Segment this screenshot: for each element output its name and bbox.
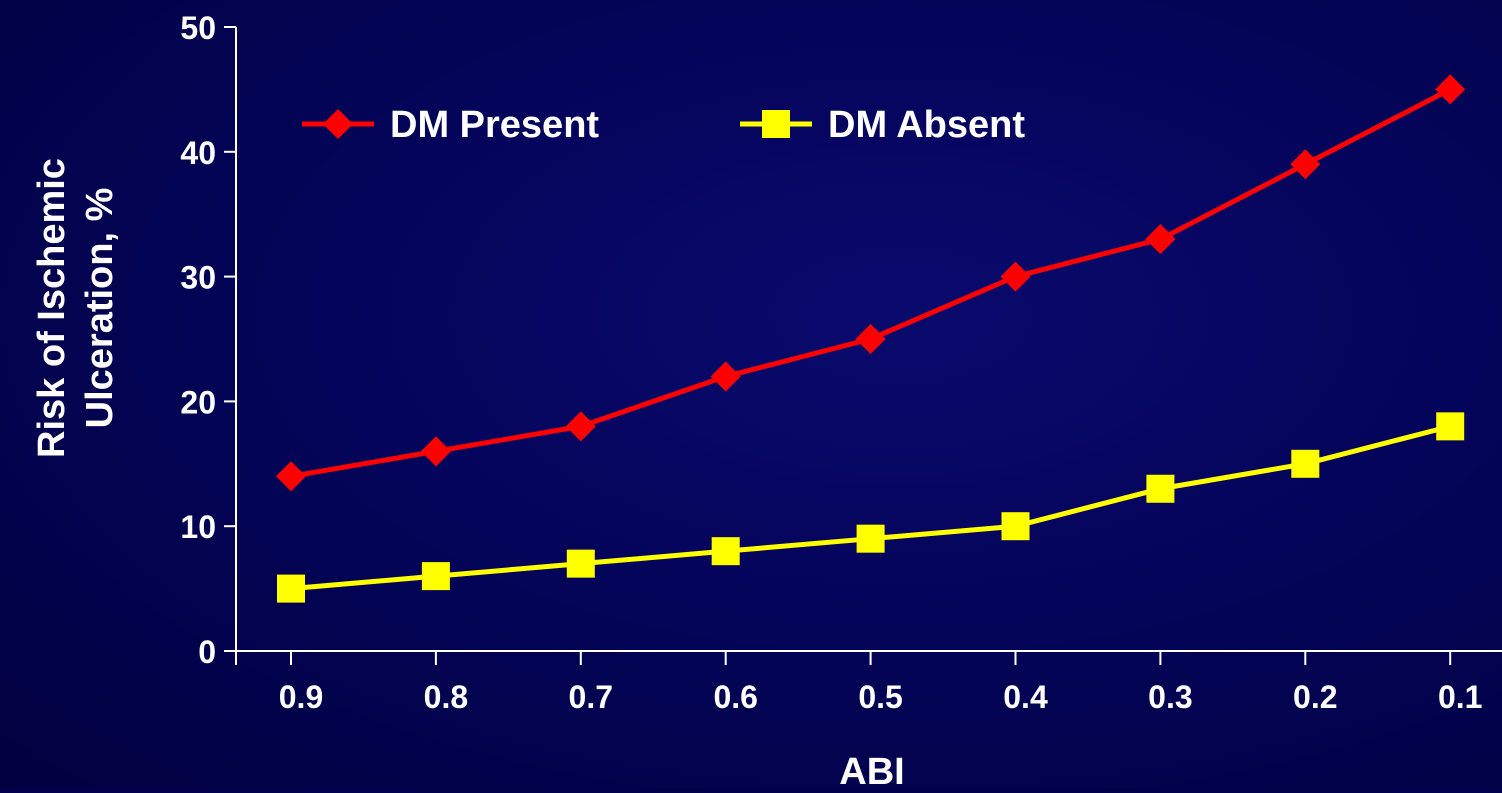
- legend-item: DM Present: [302, 104, 599, 146]
- data-point-square: [1146, 475, 1174, 503]
- x-tick-label: 0.3: [1148, 679, 1192, 715]
- y-tick-label: 30: [180, 260, 216, 296]
- data-point-diamond: [276, 461, 306, 491]
- legend: DM Present DM Absent: [302, 104, 1025, 146]
- y-tick-label: 50: [180, 10, 216, 46]
- y-tick-label: 0: [198, 634, 216, 670]
- y-axis-title-line-2: Ulceration, %: [79, 188, 121, 429]
- x-tick-label: 0.8: [424, 679, 468, 715]
- data-point-square: [1436, 412, 1464, 440]
- y-tick-label: 10: [180, 509, 216, 545]
- series-line: [291, 426, 1450, 588]
- x-axis-title: ABI: [839, 751, 904, 788]
- series-layer: [276, 74, 1465, 602]
- x-tick-label: 0.4: [1003, 679, 1048, 715]
- data-point-diamond: [421, 436, 451, 466]
- data-point-diamond: [1145, 224, 1175, 254]
- legend-label: DM Absent: [828, 104, 1025, 146]
- y-tick-label: 20: [180, 384, 216, 420]
- x-tick-label: 0.7: [569, 679, 613, 715]
- x-tick-label: 0.5: [858, 679, 902, 715]
- legend-item: DM Absent: [740, 104, 1025, 146]
- x-tick-label: 0.9: [279, 679, 323, 715]
- x-tick-label: 0.2: [1293, 679, 1337, 715]
- legend-label: DM Present: [390, 104, 599, 146]
- data-point-square: [277, 575, 305, 603]
- data-point-diamond: [856, 324, 886, 354]
- data-point-diamond: [1001, 262, 1031, 292]
- y-axis-title: Risk of Ischemic Ulceration, %: [31, 158, 121, 458]
- data-point-square: [1291, 450, 1319, 478]
- data-point-diamond: [1435, 74, 1465, 104]
- legend-marker: [323, 109, 353, 139]
- series-dm-absent: [277, 412, 1464, 602]
- y-axis-title-line-1: Risk of Ischemic: [31, 158, 73, 458]
- data-point-diamond: [566, 411, 596, 441]
- data-point-square: [1002, 512, 1030, 540]
- data-point-diamond: [711, 361, 741, 391]
- data-point-square: [857, 525, 885, 553]
- x-tick-label: 0.1: [1438, 679, 1482, 715]
- data-point-square: [422, 562, 450, 590]
- data-point-diamond: [1290, 149, 1320, 179]
- data-point-square: [567, 550, 595, 578]
- legend-marker: [762, 110, 790, 138]
- x-tick-label: 0.6: [713, 679, 757, 715]
- y-tick-label: 40: [180, 135, 216, 171]
- series-line: [291, 89, 1450, 476]
- data-point-square: [712, 537, 740, 565]
